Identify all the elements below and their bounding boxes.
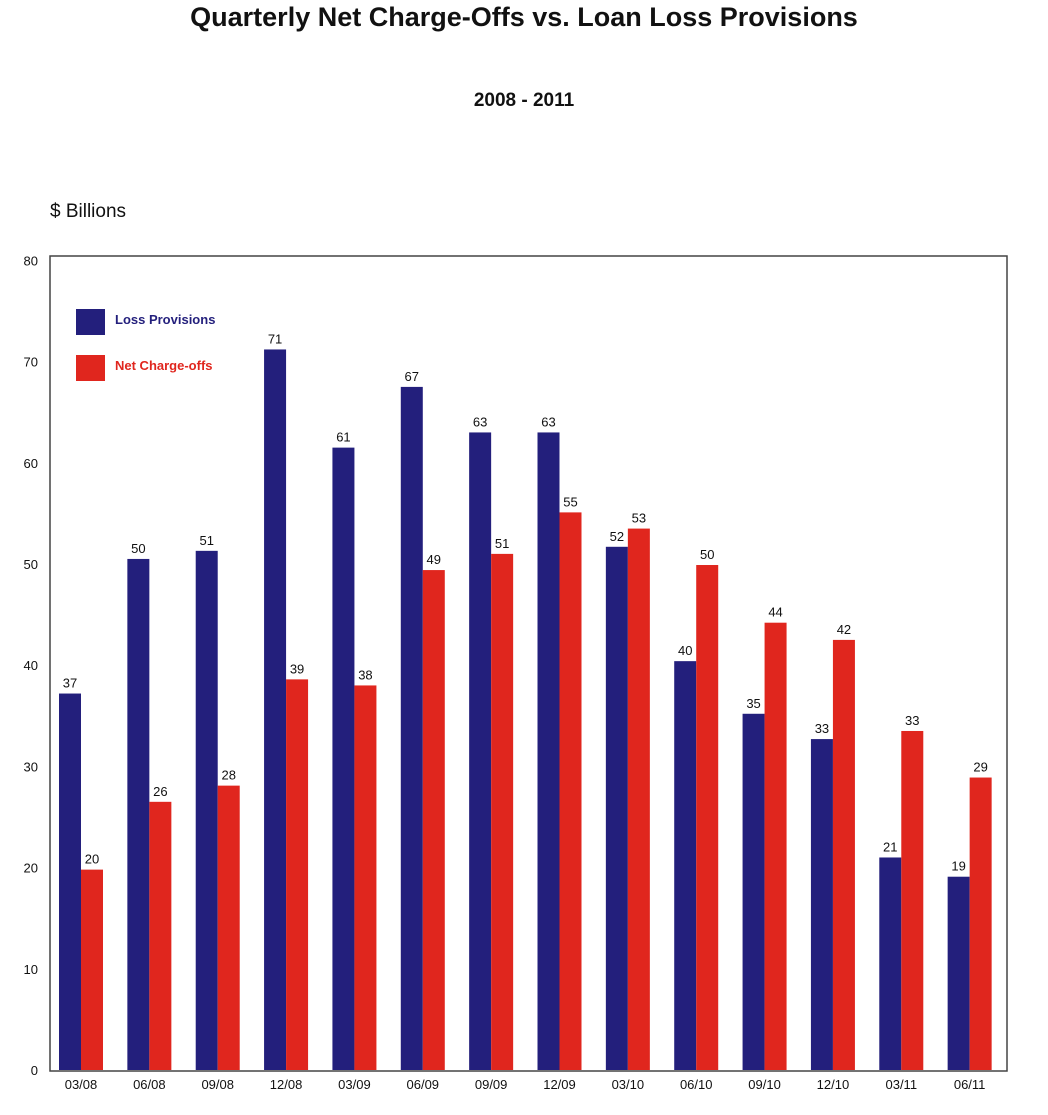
data-label: 63 [541, 414, 555, 429]
y-tick-label: 50 [24, 557, 38, 572]
bars [59, 349, 992, 1070]
bar-loss-provisions [605, 546, 628, 1070]
data-label: 63 [473, 414, 487, 429]
x-tick-label: 09/10 [748, 1077, 781, 1092]
bar-net-charge-offs [969, 777, 992, 1070]
data-label: 44 [768, 605, 782, 620]
bar-loss-provisions [195, 550, 218, 1070]
bar-loss-provisions [742, 713, 765, 1070]
x-tick-label: 06/08 [133, 1077, 166, 1092]
data-label: 35 [746, 696, 760, 711]
data-label: 26 [153, 784, 167, 799]
y-axis-label: $ Billions [50, 201, 127, 222]
bar-loss-provisions [127, 558, 150, 1070]
x-tick-label: 03/09 [338, 1077, 371, 1092]
chart-title: Quarterly Net Charge-Offs vs. Loan Loss … [190, 2, 858, 32]
legend: Loss Provisions Net Charge-offs [76, 309, 215, 381]
bar-net-charge-offs [627, 528, 650, 1070]
data-label: 49 [427, 552, 441, 567]
data-label: 33 [905, 713, 919, 728]
x-axis-ticks: 03/08 06/08 09/08 12/08 03/09 06/09 09/09 12/09… [65, 1077, 986, 1092]
legend-swatch-net-charge-offs [76, 355, 105, 381]
y-tick-label: 70 [24, 355, 38, 370]
bar-loss-provisions [810, 739, 833, 1070]
bar-loss-provisions [879, 857, 902, 1070]
y-tick-label: 60 [24, 456, 38, 471]
legend-label-loss-provisions: Loss Provisions [115, 312, 215, 327]
data-label: 42 [837, 622, 851, 637]
bar-loss-provisions [264, 349, 287, 1070]
data-label: 50 [131, 541, 145, 556]
data-label: 28 [221, 768, 235, 783]
chart-subtitle: 2008 - 2011 [473, 90, 575, 111]
x-tick-label: 12/08 [270, 1077, 303, 1092]
y-tick-label: 10 [24, 962, 38, 977]
data-labels: 37 20 50 26 51 28 71 39 61 38 67 49 63 51 63 55 52 53 40 50… [63, 331, 988, 873]
bar-net-charge-offs [491, 553, 514, 1070]
bar-loss-provisions [537, 432, 560, 1070]
x-tick-label: 06/11 [954, 1077, 986, 1092]
x-tick-label: 03/11 [885, 1077, 917, 1092]
y-axis-ticks: 0 10 20 30 40 50 60 70 80 [24, 253, 38, 1078]
data-label: 40 [678, 643, 692, 658]
x-tick-label: 12/10 [817, 1077, 850, 1092]
data-label: 53 [632, 511, 646, 526]
bar-net-charge-offs [422, 570, 445, 1070]
data-label: 71 [268, 331, 282, 346]
bar-loss-provisions [469, 432, 492, 1070]
data-label: 38 [358, 667, 372, 682]
bar-net-charge-offs [217, 785, 240, 1070]
plot-frame [49, 255, 1008, 1072]
bar-net-charge-offs [696, 565, 719, 1070]
x-tick-label: 09/08 [201, 1077, 234, 1092]
bar-loss-provisions [674, 661, 697, 1070]
data-label: 39 [290, 661, 304, 676]
y-tick-label: 40 [24, 658, 38, 673]
data-label: 19 [951, 859, 965, 874]
x-tick-label: 06/09 [407, 1077, 440, 1092]
data-label: 61 [336, 430, 350, 445]
bar-net-charge-offs [81, 869, 103, 1070]
bar-loss-provisions [332, 447, 355, 1070]
bar-loss-provisions [400, 386, 423, 1070]
data-label: 67 [405, 369, 419, 384]
data-label: 52 [610, 529, 624, 544]
bar-net-charge-offs [559, 512, 582, 1070]
bar-net-charge-offs [832, 639, 855, 1070]
y-tick-label: 0 [31, 1063, 38, 1078]
y-tick-label: 80 [24, 253, 38, 268]
data-label: 37 [63, 676, 77, 691]
bar-loss-provisions [59, 693, 81, 1070]
data-label: 21 [883, 839, 897, 854]
data-label: 20 [85, 852, 99, 867]
data-label: 50 [700, 547, 714, 562]
x-tick-label: 03/08 [65, 1077, 98, 1092]
legend-label-net-charge-offs: Net Charge-offs [115, 358, 213, 373]
bar-net-charge-offs [286, 679, 309, 1070]
legend-swatch-loss-provisions [76, 309, 105, 335]
bar-net-charge-offs [149, 801, 172, 1070]
bar-net-charge-offs [764, 622, 787, 1070]
data-label: 51 [199, 533, 213, 548]
x-tick-label: 12/09 [543, 1077, 576, 1092]
data-label: 29 [973, 760, 987, 775]
data-label: 55 [563, 494, 577, 509]
x-tick-label: 03/10 [612, 1077, 645, 1092]
bar-loss-provisions [947, 876, 970, 1070]
bar-net-charge-offs [901, 730, 924, 1070]
x-tick-label: 06/10 [680, 1077, 713, 1092]
y-tick-label: 20 [24, 861, 38, 876]
y-tick-label: 30 [24, 759, 38, 774]
bar-net-charge-offs [354, 685, 377, 1070]
x-tick-label: 09/09 [475, 1077, 508, 1092]
data-label: 33 [815, 721, 829, 736]
data-label: 51 [495, 536, 509, 551]
